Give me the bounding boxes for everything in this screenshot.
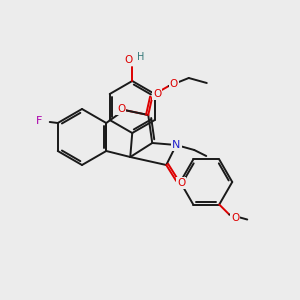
Text: O: O <box>231 212 239 223</box>
Text: O: O <box>169 79 178 89</box>
Text: O: O <box>153 89 161 99</box>
Text: N: N <box>172 140 180 150</box>
Text: H: H <box>136 52 144 62</box>
Text: F: F <box>36 116 42 126</box>
Text: O: O <box>124 55 132 65</box>
Text: O: O <box>177 178 185 188</box>
Text: O: O <box>117 104 125 114</box>
